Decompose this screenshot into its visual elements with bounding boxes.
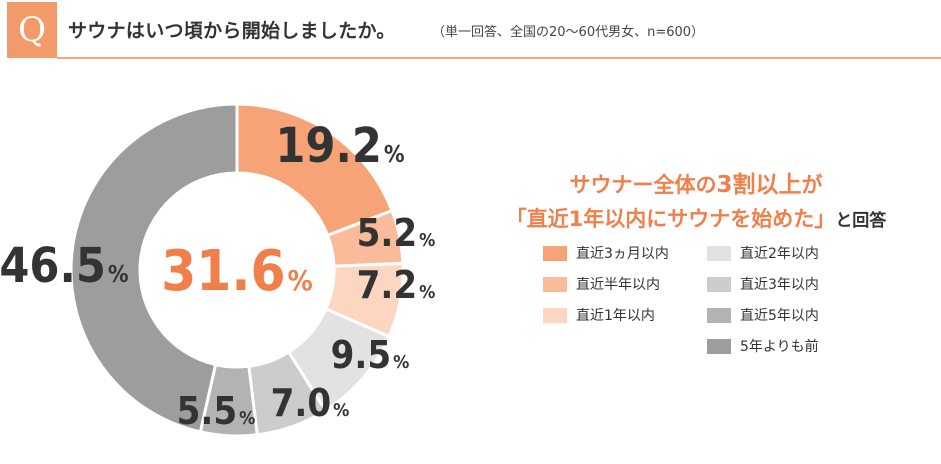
legend-swatch [543, 276, 567, 292]
donut-slice [69, 102, 239, 434]
question-note: （単一回答、全国の20〜60代男女、n=600） [432, 25, 705, 40]
question-badge: Q [7, 2, 57, 58]
legend-item: 5年よりも前 [707, 336, 819, 356]
slice-value-label: 19.2% [275, 118, 405, 174]
headline-line-2-a: 「直近1年以内にサウナを始めた」 [505, 207, 836, 231]
slice-value-label: 7.2% [357, 263, 436, 307]
legend-item: 直近半年以内 [543, 274, 660, 294]
legend-label: 直近3年以内 [740, 277, 819, 293]
headline-line-1: サウナー全体の3割以上が [476, 168, 916, 202]
legend-swatch [707, 245, 731, 261]
headline: サウナー全体の3割以上が 「直近1年以内にサウナを始めた」と回答 [476, 168, 916, 238]
legend-label: 直近5年以内 [740, 308, 819, 324]
question-title: サウナはいつ頃から開始しましたか。 [68, 20, 396, 42]
slice-value-label: 5.5% [177, 389, 256, 433]
legend-swatch [707, 276, 731, 292]
headline-line-1-b: 3割以上 [716, 172, 802, 198]
headline-line-2-b: と回答 [835, 211, 887, 231]
legend-label: 直近半年以内 [576, 277, 660, 293]
slice-value-label: 9.5% [331, 333, 410, 377]
legend-label: 直近1年以内 [576, 308, 655, 324]
legend-swatch [707, 338, 731, 354]
headline-line-2: 「直近1年以内にサウナを始めた」と回答 [476, 202, 916, 238]
question-header: Q サウナはいつ頃から開始しましたか。 （単一回答、全国の20〜60代男女、n=… [0, 0, 941, 62]
legend-swatch [707, 307, 731, 323]
legend-item: 直近5年以内 [707, 305, 819, 325]
legend-label: 直近3ヵ月以内 [576, 246, 669, 262]
legend-item: 直近3ヵ月以内 [543, 243, 669, 263]
legend-label: 5年よりも前 [740, 339, 819, 355]
headline-line-1-c: が [801, 173, 823, 197]
legend-swatch [543, 307, 567, 323]
header-rule [57, 57, 941, 59]
legend-label: 直近2年以内 [740, 246, 819, 262]
headline-line-1-a: サウナー全体の [569, 173, 717, 197]
slice-value-label: 7.0% [271, 381, 350, 425]
legend-swatch [543, 245, 567, 261]
slice-value-label: 5.2% [357, 211, 436, 255]
legend-item: 直近2年以内 [707, 243, 819, 263]
legend-item: 直近1年以内 [543, 305, 655, 325]
legend-item: 直近3年以内 [707, 274, 819, 294]
slice-value-label: 46.5% [0, 238, 129, 294]
center-total-label: 31.6% [161, 239, 313, 304]
